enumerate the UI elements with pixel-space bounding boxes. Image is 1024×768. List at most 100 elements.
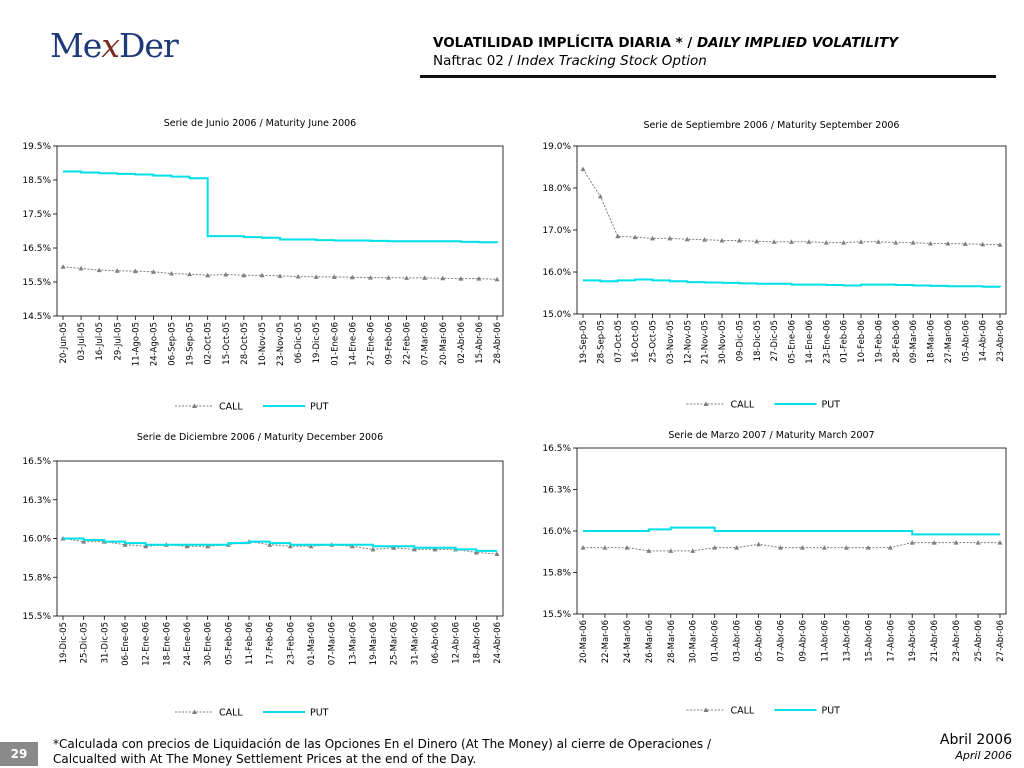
call-point [391,545,397,550]
call-point [719,238,725,243]
call-point [668,548,674,553]
x-tick-label: 05-Abr-06 [755,620,765,662]
x-tick-label: 05-Abr-06 [961,320,971,362]
call-point [602,545,608,550]
x-tick-label: 30-Mar-06 [689,620,699,663]
call-point [205,543,211,549]
x-tick-label: 14-Ene-06 [348,322,358,366]
call-point [875,239,881,244]
date-english: April 2006 [955,749,1012,762]
legend: CALL PUT [686,706,841,717]
y-tick-label: 15.0% [542,310,571,320]
x-tick-label: 15-Oct-05 [222,322,232,365]
call-point [799,545,805,550]
x-tick-label: 01-Ene-06 [330,322,340,366]
call-point [712,545,718,550]
x-tick-label: 13-Mar-06 [348,622,358,665]
call-point [473,549,479,555]
call-point [756,541,762,547]
series-line-put [583,278,1001,288]
y-tick-label: 16.3% [542,486,571,496]
x-tick-label: 06-Sep-05 [168,322,178,366]
chart-september-2006: Serie de Septiembre 2006 / Maturity Sept… [525,104,1018,420]
legend: CALL PUT [175,402,329,413]
call-point [624,545,630,550]
y-tick-label: 16.5% [22,244,51,254]
x-tick-label: 07-Mar-06 [421,322,431,365]
x-tick-label: 28-Feb-06 [892,320,902,363]
call-point [962,241,968,246]
page-subtitle: Naftrac 02 / Index Tracking Stock Option [433,53,707,69]
chart-title: Serie de Diciembre 2006 / Maturity Decem… [137,432,383,443]
chart-march-2007: Serie de Marzo 2007 / Maturity March 200… [525,424,1018,724]
x-tick-label: 24-Ago-05 [149,322,159,366]
call-point [975,540,981,545]
chart-title: Serie de Septiembre 2006 / Maturity Sept… [644,120,900,131]
call-point [150,269,156,274]
call-point [404,275,410,280]
x-tick-label: 23-Ene-06 [822,320,832,364]
x-tick-label: 19-Dic-05 [59,622,69,663]
x-tick-label: 22-Feb-06 [403,322,413,365]
chart-title: Serie de Junio 2006 / Maturity June 2006 [164,118,356,129]
x-tick-label: 11-Feb-06 [245,622,255,665]
call-point [690,548,696,553]
y-tick-label: 16.3% [22,496,51,506]
x-tick-label: 02-Abr-06 [457,322,467,364]
call-point [223,272,229,277]
call-point [241,272,247,278]
y-tick-label: 15.8% [542,569,571,579]
x-tick-label: 20-Mar-06 [439,322,449,365]
x-tick-label: 19-Abr-06 [908,620,918,662]
x-tick-label: 07-Mar-06 [328,622,338,665]
call-point [953,540,959,545]
x-tick-label: 19-Sep-05 [579,320,589,364]
x-tick-label: 28-Sep-05 [596,320,606,364]
x-tick-label: 23-Feb-06 [286,622,296,665]
x-tick-label: 05-Feb-06 [224,622,234,665]
x-tick-label: 12-Abr-06 [452,622,462,664]
x-tick-label: 20-Mar-06 [579,620,589,663]
x-tick-label: 09-Abr-06 [798,620,808,662]
call-point [597,193,603,199]
call-point [349,274,355,280]
legend-call-label: CALL [731,706,755,717]
y-tick-label: 16.0% [22,535,51,545]
call-point [411,546,417,552]
y-tick-label: 19.0% [542,142,571,152]
x-tick-label: 07-Abr-06 [777,620,787,662]
call-point [646,548,652,553]
call-point [789,239,794,244]
x-tick-label: 10-Feb-06 [857,320,867,363]
call-point [910,240,916,245]
legend: CALL PUT [175,708,329,719]
legend-call-marker [703,707,709,712]
y-tick-label: 14.5% [22,312,51,322]
x-tick-label: 21-Abr-06 [930,620,940,662]
footnote: *Calculada con precios de Liquidación de… [53,737,711,766]
call-point [580,545,586,550]
call-point [367,275,373,280]
call-point [494,276,500,282]
x-tick-label: 12-Ene-06 [142,622,152,666]
call-point [615,233,621,239]
legend-put-label: PUT [822,706,841,717]
legend: CALL PUT [686,400,840,411]
call-point [980,241,986,247]
x-tick-label: 23-Abr-06 [952,620,962,662]
call-point [650,235,655,241]
x-tick-label: 27-Dic-05 [770,320,780,361]
series-line-put [63,537,497,552]
x-tick-label: 07-Oct-05 [614,320,624,363]
x-tick-label: 17-Abr-06 [886,620,896,662]
x-tick-label: 22-Mar-06 [601,620,611,663]
call-point [893,240,899,245]
call-point [267,542,273,547]
x-tick-label: 17-Feb-06 [266,622,276,665]
legend-call-marker [192,403,197,408]
y-tick-label: 17.5% [22,210,51,220]
call-point [841,240,847,245]
x-tick-label: 18-Ene-06 [162,622,172,666]
x-tick-label: 19-Feb-06 [874,320,884,363]
call-point [440,275,446,281]
